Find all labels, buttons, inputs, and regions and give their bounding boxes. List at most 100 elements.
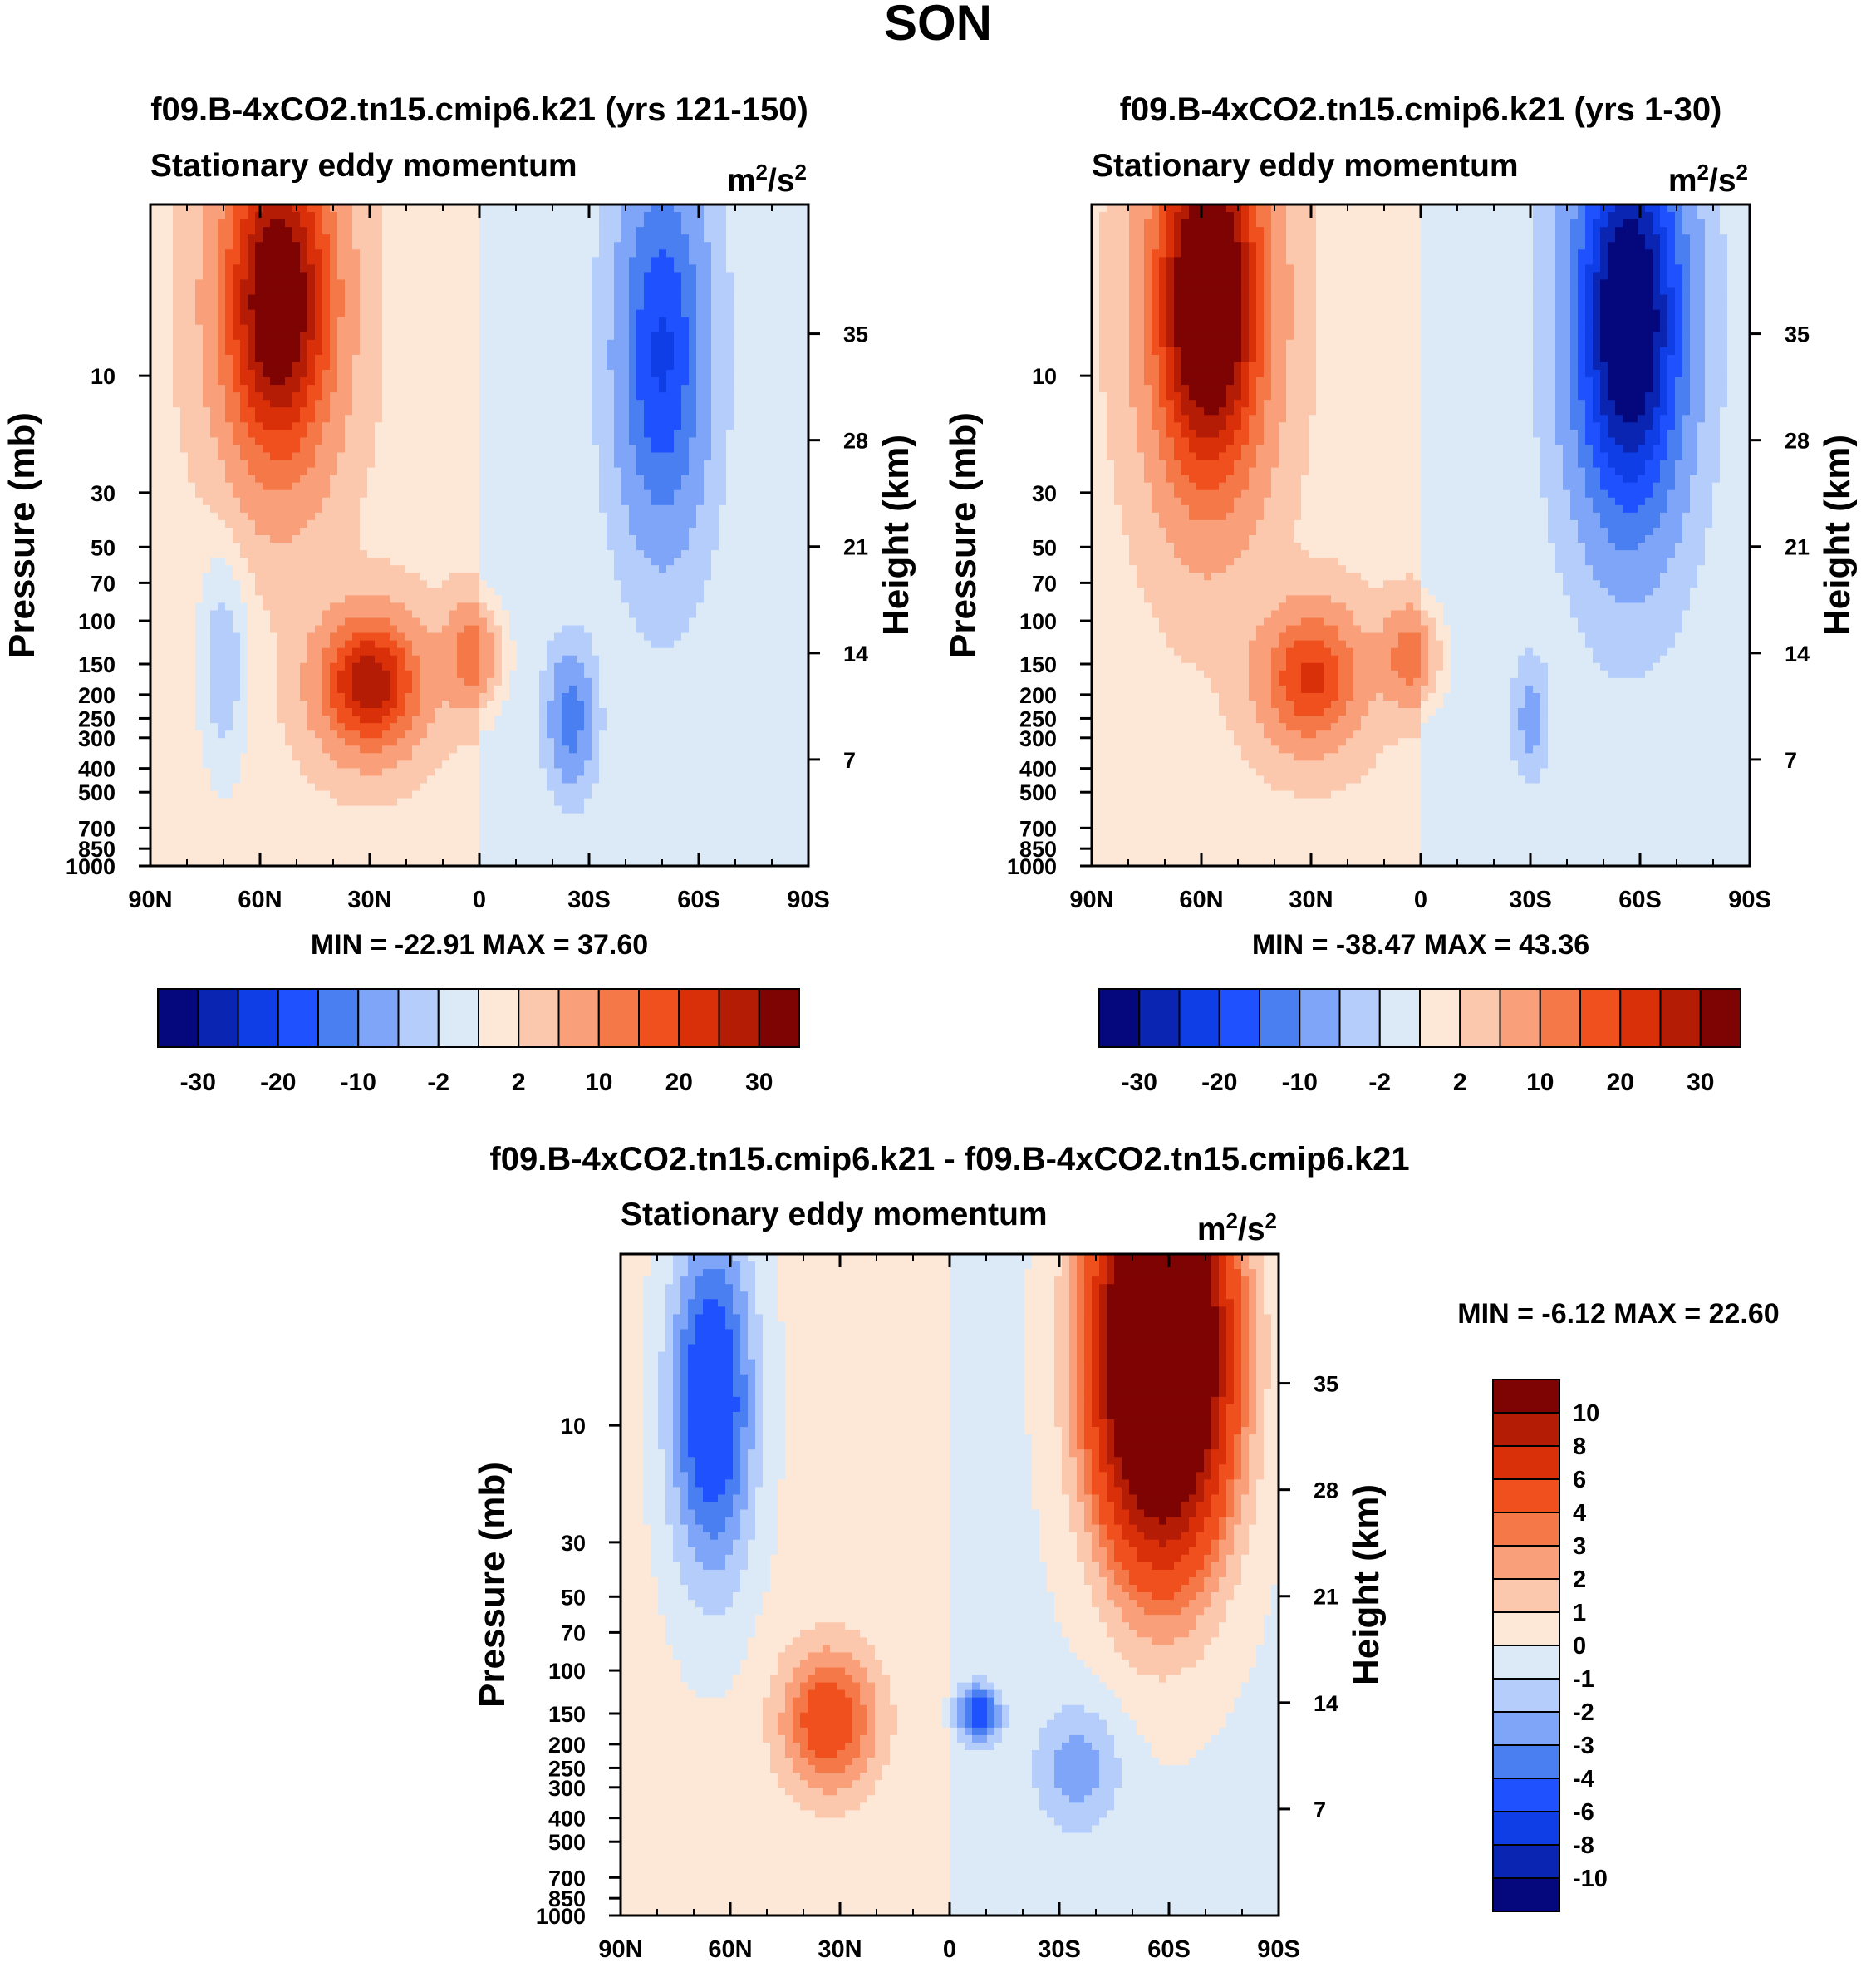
contour-cell [270, 219, 278, 228]
contour-cell [255, 550, 263, 558]
contour-cell [502, 294, 510, 303]
contour-cell [569, 497, 577, 506]
contour-cell [203, 385, 211, 393]
contour-cell [225, 249, 233, 258]
contour-cell [793, 595, 802, 604]
contour-cell [621, 422, 630, 430]
contour-cell [562, 625, 570, 634]
contour-cell [674, 460, 682, 469]
contour-cell [756, 573, 764, 581]
contour-cell [435, 302, 443, 311]
contour-cell [412, 400, 420, 408]
contour-cell [532, 317, 540, 326]
contour-cell [607, 512, 615, 521]
contour-cell [292, 610, 301, 619]
contour-cell [487, 573, 495, 581]
contour-cell [337, 550, 346, 558]
contour-cell [292, 445, 301, 454]
contour-cell [427, 302, 435, 311]
contour-cell [360, 249, 368, 258]
contour-cell [165, 595, 174, 604]
contour-cell [659, 475, 667, 484]
contour-cell [277, 617, 286, 627]
contour-cell [554, 309, 562, 318]
contour-cell [150, 317, 159, 326]
contour-cell [607, 309, 615, 318]
contour-cell [636, 422, 645, 430]
contour-cell [674, 512, 682, 521]
contour-cell [681, 550, 690, 558]
contour-cell [577, 489, 585, 499]
contour-cell [427, 422, 435, 430]
contour-cell [457, 242, 465, 250]
contour-cell [726, 407, 734, 416]
contour-cell [263, 219, 271, 228]
contour-cell [457, 407, 465, 416]
contour-cell [435, 204, 443, 213]
contour-cell [435, 535, 443, 543]
contour-cell [345, 324, 353, 333]
contour-cell [464, 415, 473, 423]
contour-cell [307, 588, 316, 596]
contour-cell [188, 504, 196, 514]
contour-cell [786, 580, 794, 588]
contour-cell [749, 602, 757, 612]
contour-cell [562, 302, 570, 311]
contour-cell [771, 588, 779, 596]
contour-cell [793, 512, 802, 521]
contour-cell [524, 565, 533, 573]
contour-cell [442, 550, 450, 558]
contour-cell [218, 550, 226, 558]
contour-cell [150, 519, 159, 529]
contour-cell [479, 422, 488, 430]
contour-cell [449, 617, 458, 627]
contour-cell [449, 475, 458, 484]
contour-cell [554, 287, 562, 296]
contour-cell [300, 460, 308, 469]
contour-cell [464, 264, 473, 273]
contour-cell [203, 317, 211, 326]
contour-cell [741, 527, 749, 536]
contour-cell [674, 309, 682, 318]
contour-cell [734, 249, 742, 258]
contour-cell [442, 625, 450, 634]
contour-cell [696, 550, 705, 558]
contour-cell [614, 617, 622, 627]
contour-cell [330, 264, 338, 273]
contour-cell [644, 309, 652, 318]
contour-cell [292, 430, 301, 439]
contour-cell [704, 339, 712, 348]
contour-cell [487, 422, 495, 430]
contour-cell [240, 257, 248, 265]
contour-cell [487, 482, 495, 491]
contour-cell [277, 212, 286, 220]
contour-cell [330, 617, 338, 627]
contour-cell [756, 543, 764, 551]
contour-cell [494, 460, 503, 469]
contour-cell [300, 527, 308, 536]
contour-cell [322, 519, 331, 529]
contour-cell [435, 588, 443, 596]
units-label: m2/s2 [727, 160, 807, 199]
contour-cell [233, 512, 241, 521]
contour-cell [764, 407, 772, 416]
contour-cell [180, 354, 189, 363]
contour-cell [569, 279, 577, 288]
contour-cell [225, 437, 233, 446]
contour-cell [292, 257, 301, 265]
contour-cell [322, 475, 331, 484]
contour-cell [517, 415, 525, 423]
contour-cell [666, 580, 675, 588]
contour-cell [674, 489, 682, 499]
contour-cell [449, 249, 458, 258]
contour-cell [726, 377, 734, 386]
contour-cell [150, 445, 159, 454]
contour-cell [711, 482, 719, 491]
contour-cell [479, 204, 488, 213]
contour-cell [509, 212, 518, 220]
contour-cell [330, 475, 338, 484]
contour-cell [532, 445, 540, 454]
contour-cell [225, 339, 233, 348]
contour-cell [651, 527, 660, 536]
contour-cell [218, 370, 226, 378]
